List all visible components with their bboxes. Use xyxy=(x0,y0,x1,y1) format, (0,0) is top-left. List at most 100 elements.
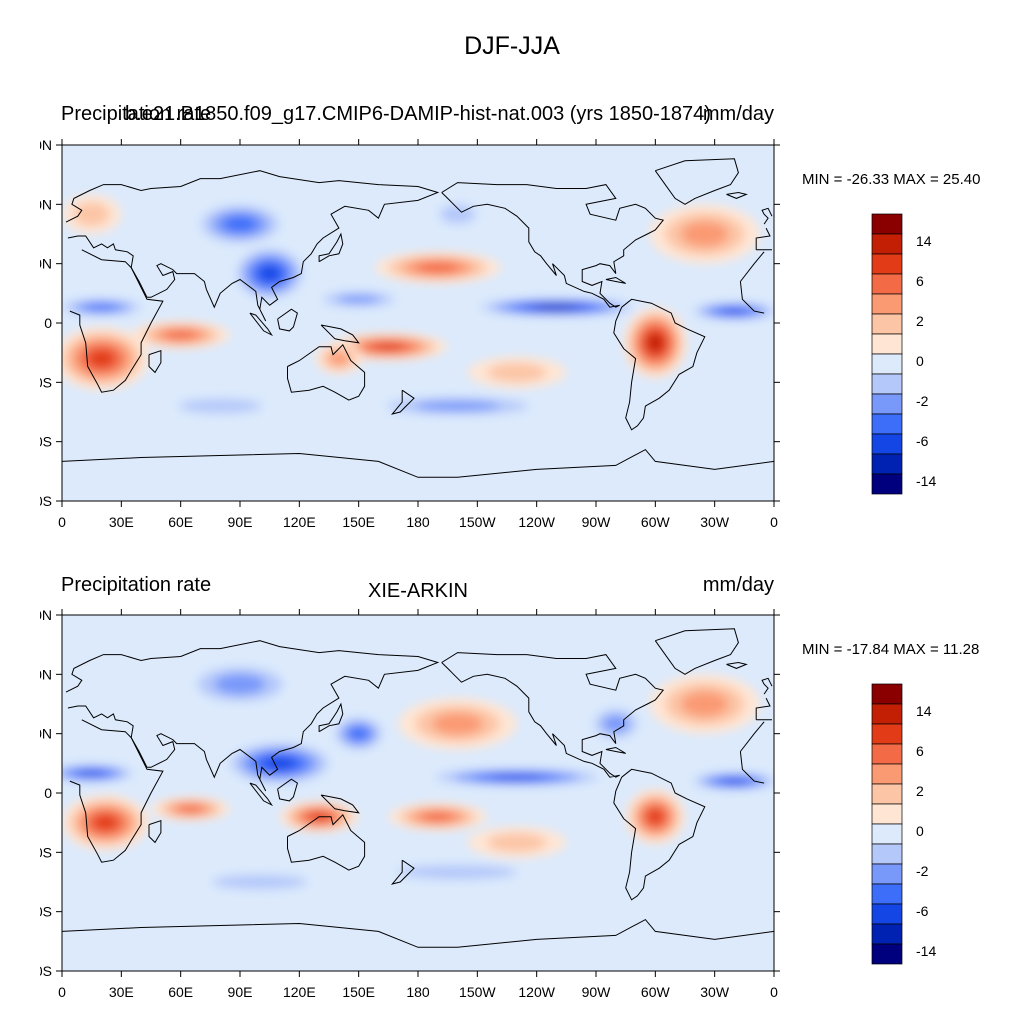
top-minmax-label: MIN = -26.33 MAX = 25.40 xyxy=(802,171,981,188)
coastline-antarctica xyxy=(62,918,774,948)
colorbar-swatch xyxy=(871,823,903,845)
coastline-greenland xyxy=(654,628,739,675)
colorbar-label: -2 xyxy=(916,863,929,879)
top-map-panel: 90N 60N 30N 0 30S 60S 90S 0 30E 60E 90E 120E 150E 180… xyxy=(40,137,780,530)
top-colorbar: 14 6 2 0 -2 -6 -14 xyxy=(871,213,936,495)
lon-label: 120W xyxy=(518,514,555,530)
lat-label: 90N xyxy=(40,137,52,153)
lat-label: 30N xyxy=(40,726,52,742)
colorbar-swatch xyxy=(871,803,903,825)
coastline-japan xyxy=(318,232,344,263)
colorbar-label: 2 xyxy=(916,313,924,329)
precip-contour-fill xyxy=(415,400,500,412)
colorbar-label: -14 xyxy=(916,473,936,489)
lon-label: 90E xyxy=(228,984,253,1000)
coastline-japan xyxy=(318,702,344,733)
colorbar-label: -6 xyxy=(916,433,929,449)
coastline-borneo xyxy=(277,308,298,332)
colorbar-swatch xyxy=(871,763,903,785)
lon-label: 60E xyxy=(168,984,193,1000)
precip-contour-fill xyxy=(681,691,729,717)
bottom-left-title: Precipitation rate xyxy=(61,574,212,596)
colorbar-swatch xyxy=(871,783,903,805)
precip-contour-fill xyxy=(73,202,110,227)
precip-contour-fill xyxy=(720,308,748,314)
colorbar-swatch xyxy=(871,843,903,865)
lon-label: 120E xyxy=(283,984,316,1000)
coastline-australia xyxy=(287,813,366,871)
lat-label: 30S xyxy=(40,844,52,860)
lon-label: 60W xyxy=(641,984,671,1000)
coastlines xyxy=(62,628,774,948)
colorbar-label: 6 xyxy=(916,743,924,759)
colorbar-label: -14 xyxy=(916,943,936,959)
precip-contour-fill xyxy=(177,804,204,813)
precip-field xyxy=(62,660,774,894)
precip-contour-fill xyxy=(398,864,517,880)
colorbar-label: -6 xyxy=(916,903,929,919)
precip-contour-fill xyxy=(416,262,459,273)
coastline-samerica xyxy=(613,298,706,431)
coastline-png xyxy=(320,324,360,344)
bottom-map-panel: 90N 60N 30N 0 30S 60S 90S 0 30E 60E 90E 120E 150E 180… xyxy=(40,607,780,1000)
colorbar-label: -2 xyxy=(916,393,929,409)
lon-label: 30W xyxy=(700,984,730,1000)
axis-ticks: 90N 60N 30N 0 30S 60S 90S 0 30E 60E 90E 120E 150E 180… xyxy=(40,607,780,1000)
coastline-samerica xyxy=(613,768,706,901)
precip-contour-fill xyxy=(647,809,664,825)
lat-label: 0 xyxy=(44,785,52,801)
coastline-nz xyxy=(390,389,415,415)
colorbar-swatch xyxy=(871,703,903,725)
colorbar-swatch xyxy=(871,433,903,455)
colorbar-swatch xyxy=(871,453,903,475)
colorbar-swatch xyxy=(871,353,903,375)
colorbar-swatch xyxy=(871,903,903,925)
lon-label: 90W xyxy=(582,514,612,530)
lon-label: 150E xyxy=(342,514,375,530)
lon-label: 150E xyxy=(342,984,375,1000)
lon-label: 0 xyxy=(58,984,66,1000)
colorbar-label: 14 xyxy=(916,233,932,249)
coastline-png xyxy=(320,794,360,814)
precip-contour-fill xyxy=(88,349,115,368)
colorbar-swatch xyxy=(871,293,903,315)
coastline-eurasia xyxy=(65,640,772,792)
coastline-cuba xyxy=(605,276,626,284)
precip-contour-fill xyxy=(487,362,547,382)
colorbar-swatch xyxy=(871,333,903,355)
coastline-greenland xyxy=(654,158,739,205)
colorbar-swatch xyxy=(871,213,903,235)
coastline-madagascar xyxy=(148,350,162,374)
precip-contour-fill xyxy=(223,216,257,233)
coastline-madagascar xyxy=(148,820,162,844)
lon-label: 30E xyxy=(109,984,134,1000)
precip-contour-fill xyxy=(164,330,198,340)
lat-label: 60N xyxy=(40,666,52,682)
colorbar-swatch xyxy=(871,313,903,335)
coastline-sumatra xyxy=(249,312,274,337)
lat-label: 60N xyxy=(40,196,52,212)
colorbar-swatch xyxy=(871,273,903,295)
lon-label: 180 xyxy=(406,514,430,530)
bottom-center-title: XIE-ARKIN xyxy=(367,580,469,602)
coastline-australia xyxy=(287,343,366,401)
lon-label: 120W xyxy=(518,984,555,1000)
coastline-nz xyxy=(390,859,415,885)
coastline-sumatra xyxy=(249,782,274,807)
coastline-uk xyxy=(761,677,773,695)
top-right-title: mm/day xyxy=(702,103,774,125)
colorbar-swatch xyxy=(871,413,903,435)
lon-label: 0 xyxy=(58,514,66,530)
lon-label: 90W xyxy=(582,984,612,1000)
bottom-colorbar: 14 6 2 0 -2 -6 -14 xyxy=(871,683,936,965)
lat-label: 30S xyxy=(40,374,52,390)
precip-contour-fill xyxy=(648,334,663,351)
precip-contour-fill xyxy=(212,874,308,890)
colorbar-swatch xyxy=(871,253,903,275)
bottom-minmax-label: MIN = -17.84 MAX = 11.28 xyxy=(802,641,980,658)
precip-contour-fill xyxy=(603,715,629,733)
lon-label: 60W xyxy=(641,514,671,530)
precip-contour-fill xyxy=(263,756,296,770)
precip-contour-fill xyxy=(348,727,369,741)
precip-field xyxy=(62,194,774,418)
